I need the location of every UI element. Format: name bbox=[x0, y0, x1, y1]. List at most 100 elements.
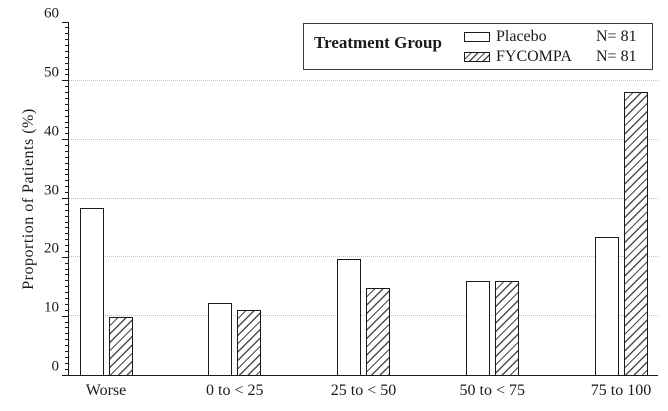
y-minor-tick bbox=[65, 86, 68, 88]
y-minor-tick bbox=[65, 298, 68, 300]
x-category-label: Worse bbox=[85, 382, 127, 399]
x-category-label: 75 to 100 bbox=[590, 382, 652, 399]
y-minor-tick bbox=[65, 203, 68, 205]
y-minor-tick bbox=[65, 145, 68, 147]
bar-placebo-3 bbox=[337, 258, 361, 375]
y-minor-tick bbox=[65, 121, 68, 123]
y-minor-tick bbox=[65, 274, 68, 276]
gridline-20 bbox=[69, 256, 658, 258]
y-major-tick-20 bbox=[62, 256, 68, 258]
y-minor-tick bbox=[65, 309, 68, 311]
bar-group-2: 0 to < 25 bbox=[206, 22, 263, 399]
bar-group-1: Worse bbox=[79, 22, 133, 399]
y-minor-tick bbox=[65, 303, 68, 305]
y-minor-tick bbox=[65, 180, 68, 182]
x-category-label: 50 to < 75 bbox=[459, 382, 525, 399]
bar-fycompa-3 bbox=[366, 287, 390, 375]
y-minor-tick bbox=[65, 186, 68, 188]
bar-group-5: 75 to 100 bbox=[591, 22, 651, 399]
y-minor-tick bbox=[65, 362, 68, 364]
legend-entry-placebo: Placebo N= 81 bbox=[464, 28, 637, 46]
bar-fycompa-1 bbox=[108, 316, 133, 375]
y-minor-tick bbox=[65, 127, 68, 129]
legend-title: Treatment Group bbox=[314, 33, 442, 52]
legend-entry-fycompa: FYCOMPA N= 81 bbox=[464, 48, 637, 66]
y-tick-label-60: 60 bbox=[44, 5, 59, 22]
y-minor-tick bbox=[65, 62, 68, 64]
bar-placebo-4 bbox=[465, 280, 490, 375]
y-tick-label-0: 0 bbox=[51, 358, 60, 375]
y-minor-tick bbox=[65, 327, 68, 329]
legend-swatch-fycompa bbox=[464, 52, 490, 62]
gridline-50 bbox=[69, 79, 658, 81]
bar-groups: Worse 0 to < 25 25 to < 50 50 to < 75 75 to … bbox=[69, 22, 658, 399]
y-minor-tick bbox=[65, 97, 68, 99]
y-minor-tick bbox=[65, 45, 68, 47]
y-minor-tick bbox=[65, 350, 68, 352]
legend-entries: Placebo N= 81 FYCOMPA N= 81 bbox=[464, 28, 637, 66]
bar-fycompa-5 bbox=[623, 92, 648, 375]
y-minor-tick bbox=[65, 156, 68, 158]
y-minor-tick bbox=[65, 162, 68, 164]
y-minor-tick bbox=[65, 250, 68, 252]
y-minor-tick bbox=[65, 215, 68, 217]
y-minor-tick bbox=[65, 239, 68, 241]
gridline-40 bbox=[69, 138, 658, 140]
legend-series-n: N= 81 bbox=[596, 28, 637, 45]
y-major-tick-10 bbox=[62, 315, 68, 317]
x-category-label: 0 to < 25 bbox=[206, 382, 264, 399]
y-minor-tick bbox=[65, 33, 68, 35]
y-major-tick-40 bbox=[62, 139, 68, 141]
y-minor-tick bbox=[65, 245, 68, 247]
y-major-tick-60 bbox=[62, 21, 68, 23]
y-minor-tick bbox=[65, 133, 68, 135]
y-major-tick-0 bbox=[62, 374, 68, 376]
y-minor-tick bbox=[65, 321, 68, 323]
y-major-tick-50 bbox=[62, 80, 68, 82]
legend-series-name: FYCOMPA bbox=[496, 48, 572, 65]
y-tick-label-20: 20 bbox=[44, 240, 59, 257]
y-minor-tick bbox=[65, 345, 68, 347]
bar-placebo-1 bbox=[79, 207, 104, 375]
y-major-tick-30 bbox=[62, 198, 68, 199]
y-minor-tick bbox=[65, 292, 68, 294]
y-minor-tick bbox=[65, 150, 68, 152]
y-minor-tick bbox=[65, 68, 68, 70]
y-minor-tick bbox=[65, 27, 68, 29]
y-minor-tick bbox=[65, 356, 68, 358]
y-minor-tick bbox=[65, 221, 68, 223]
legend-series-name: Placebo bbox=[496, 28, 547, 45]
bar-fycompa-2 bbox=[237, 309, 262, 375]
y-minor-tick bbox=[65, 233, 68, 235]
x-category-label: 25 to < 50 bbox=[330, 382, 397, 399]
bar-group-4: 50 to < 75 bbox=[460, 22, 525, 399]
y-minor-tick bbox=[65, 39, 68, 41]
y-minor-tick bbox=[65, 286, 68, 288]
gridline-30 bbox=[69, 197, 658, 199]
legend-box: Treatment Group Placebo N= 81 FYCOMPA N= 81 bbox=[303, 23, 653, 70]
legend-swatch-placebo bbox=[464, 32, 490, 42]
y-minor-tick bbox=[65, 333, 68, 335]
y-minor-tick bbox=[65, 339, 68, 341]
y-minor-tick bbox=[65, 56, 68, 58]
bar-placebo-5 bbox=[594, 236, 619, 375]
y-minor-tick bbox=[65, 50, 68, 52]
bar-group-3: 25 to < 50 bbox=[331, 22, 396, 399]
bar-placebo-2 bbox=[208, 302, 233, 375]
y-minor-tick bbox=[65, 103, 68, 105]
y-minor-tick bbox=[65, 209, 68, 211]
bar-fycompa-4 bbox=[494, 280, 519, 375]
y-minor-tick bbox=[65, 192, 68, 194]
y-axis-title: Proportion of Patients (%) bbox=[20, 108, 37, 290]
y-minor-tick bbox=[65, 268, 68, 270]
y-minor-tick bbox=[65, 168, 68, 170]
y-tick-label-10: 10 bbox=[44, 299, 59, 316]
y-tick-label-50: 50 bbox=[44, 64, 59, 81]
y-minor-tick bbox=[65, 262, 68, 264]
y-minor-tick bbox=[65, 74, 68, 76]
y-minor-tick bbox=[65, 368, 68, 370]
y-tick-label-30: 30 bbox=[44, 182, 59, 198]
y-minor-tick bbox=[65, 280, 68, 282]
y-minor-tick bbox=[65, 109, 68, 111]
